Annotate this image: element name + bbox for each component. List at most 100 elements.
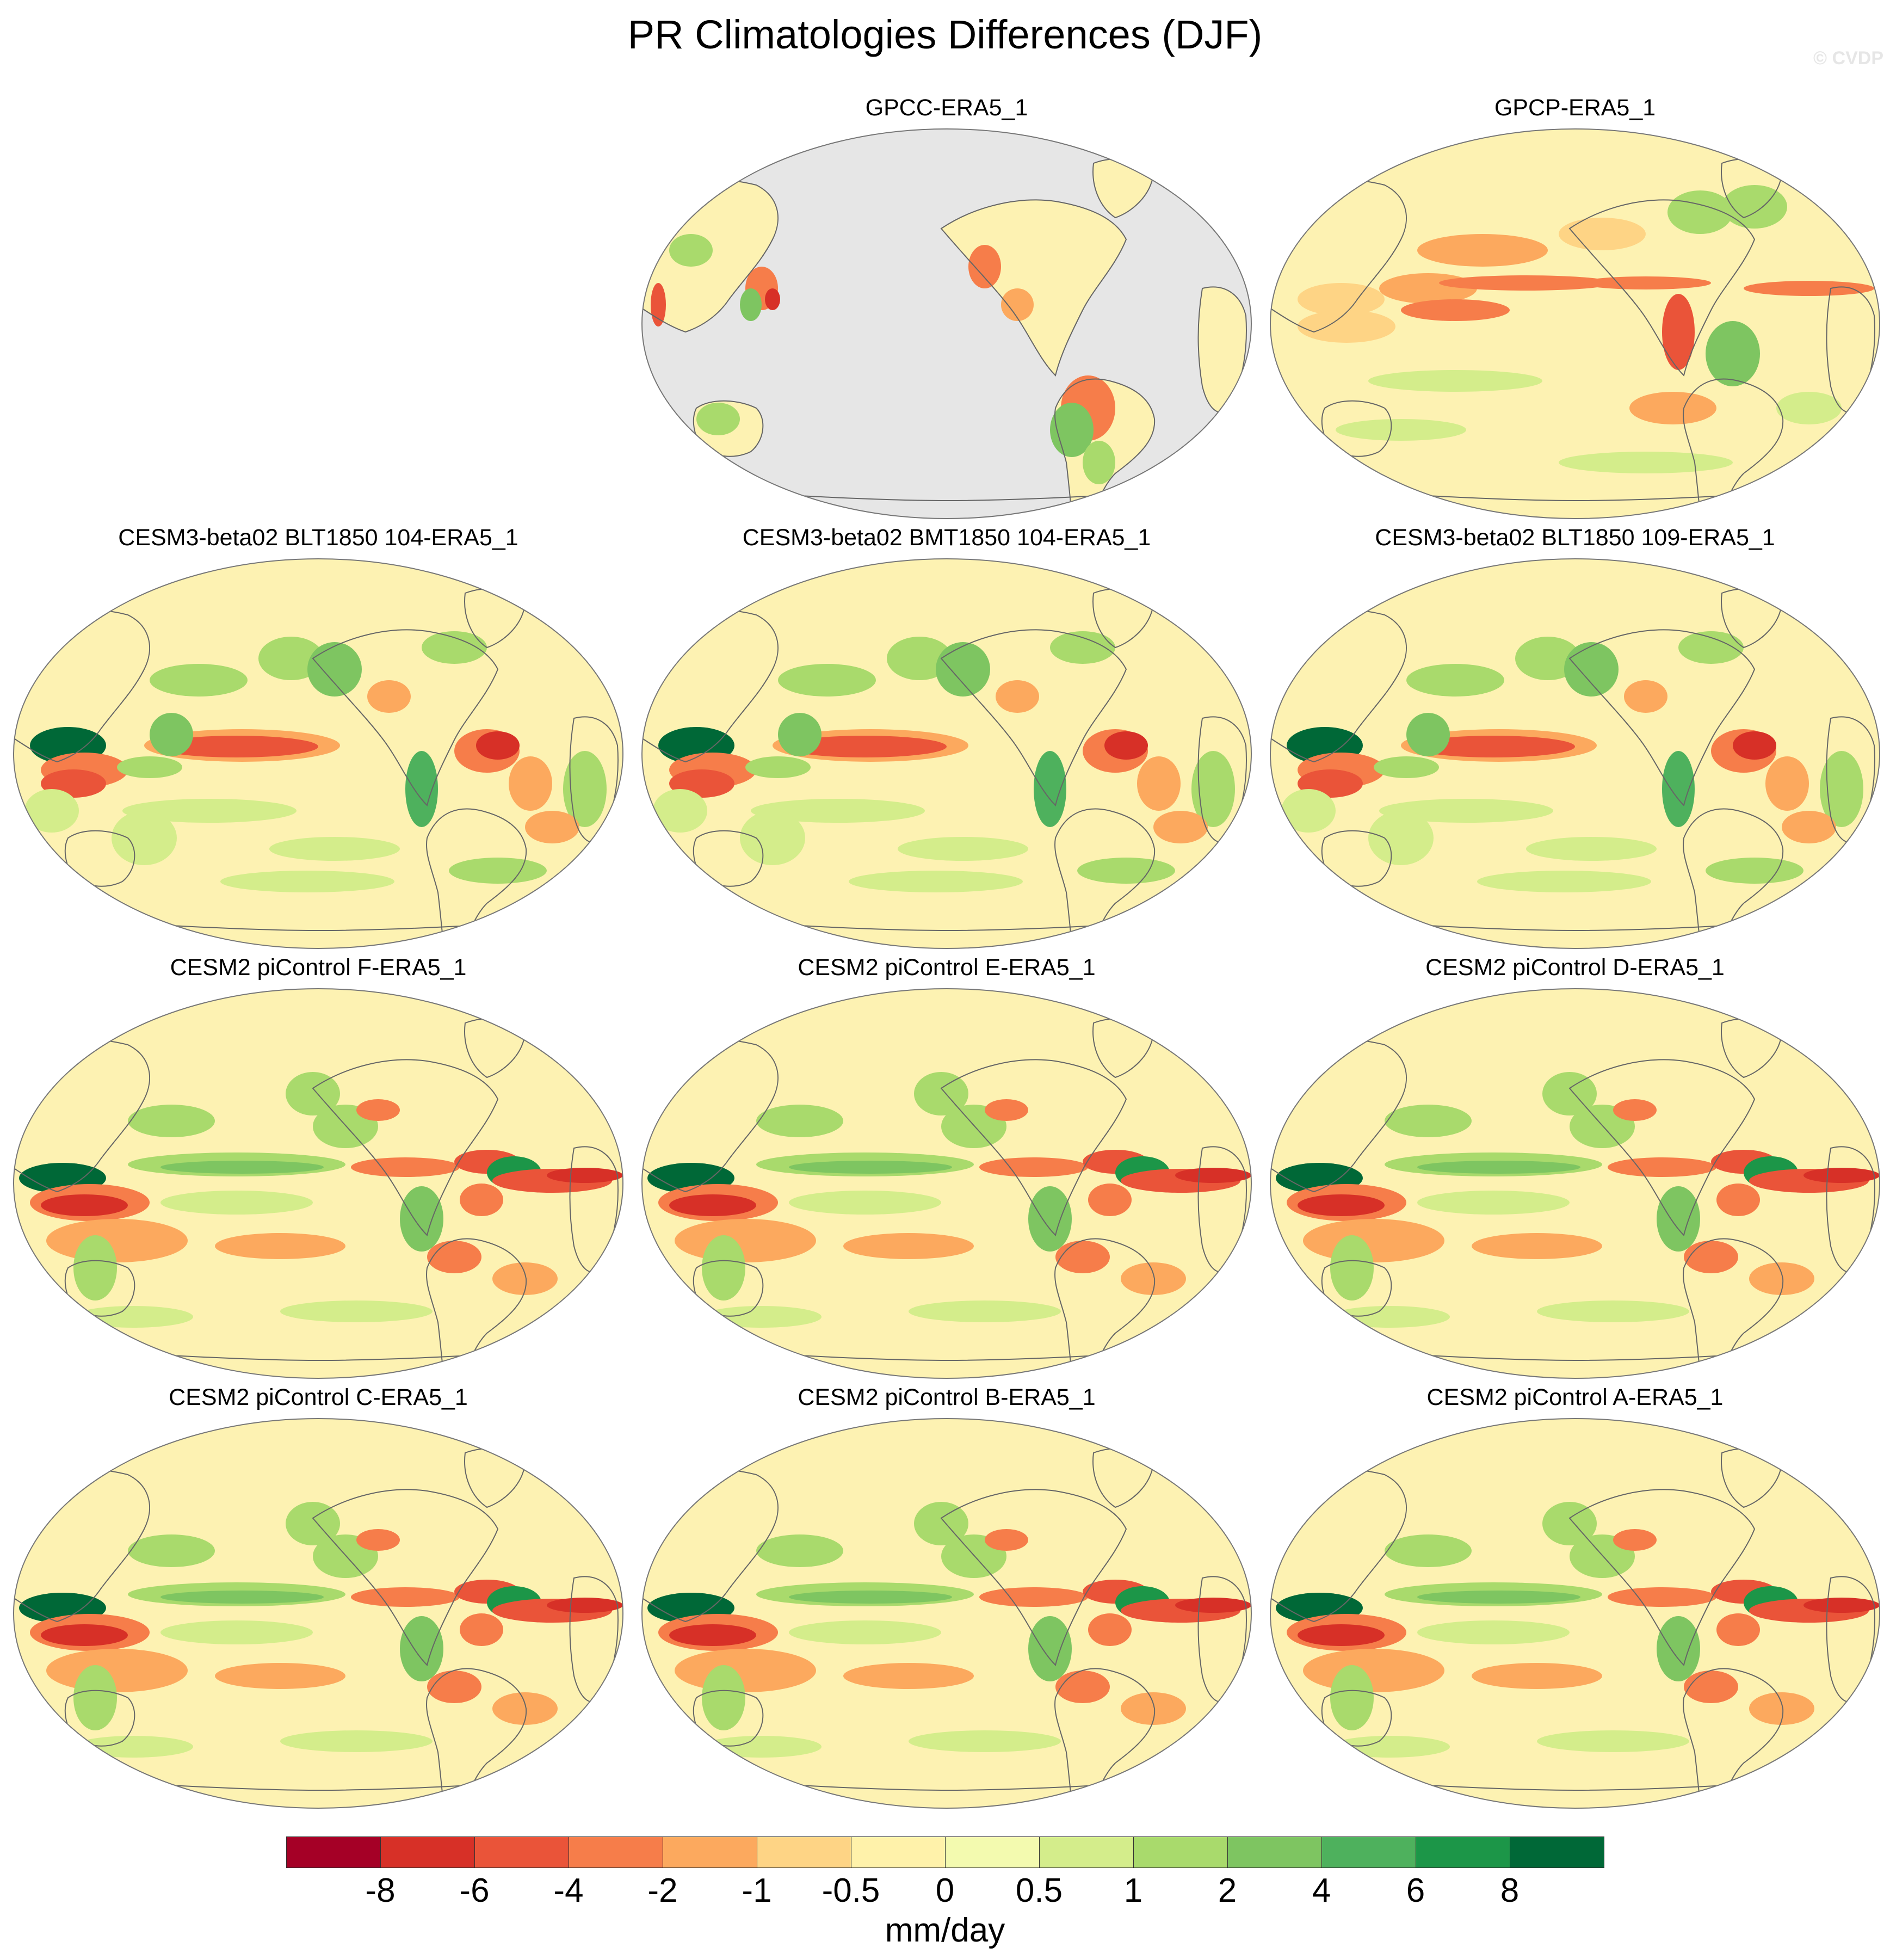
north-america-outline (940, 199, 1127, 377)
map-border (641, 128, 1252, 519)
south-america-outline (1683, 808, 1784, 948)
south-america-outline (1054, 1668, 1156, 1808)
precip-anomaly-blob (1064, 506, 1079, 519)
colorbar-swatch (1510, 1836, 1604, 1868)
precip-anomaly-blob (1303, 1219, 1444, 1262)
panel-title: CESM2 piControl F-ERA5_1 (170, 954, 467, 981)
precip-anomaly-blob (751, 799, 925, 823)
precip-anomaly-blob (1472, 1233, 1602, 1259)
precip-anomaly-blob (1001, 288, 1034, 321)
precip-anomaly-blob (1526, 837, 1657, 861)
colorbar-swatch (1227, 1836, 1322, 1868)
panel-title: CESM3-beta02 BLT1850 109-ERA5_1 (1375, 525, 1775, 551)
precip-anomaly-blob (1657, 1616, 1700, 1681)
precip-anomaly-blob (1580, 276, 1711, 289)
precip-anomaly-blob (492, 1262, 558, 1295)
map-border (641, 1418, 1252, 1809)
precip-anomaly-blob (1722, 185, 1787, 229)
precip-anomaly-blob (128, 1105, 215, 1137)
precip-anomaly-blob (1439, 275, 1613, 291)
precip-anomaly-blob (979, 1157, 1088, 1177)
precip-anomaly-blob (150, 713, 193, 756)
precip-anomaly-blob (547, 1168, 623, 1183)
precip-anomaly-blob (765, 288, 780, 310)
precip-anomaly-blob (476, 731, 520, 760)
map-field (642, 1419, 1251, 1808)
precip-anomaly-blob (789, 1591, 952, 1604)
precip-anomaly-blob (1330, 1736, 1450, 1758)
precip-anomaly-blob (1716, 1613, 1760, 1646)
north-america-outline (940, 1489, 1127, 1666)
colorbar-tick-label: 8 (1500, 1872, 1520, 1909)
precip-anomaly-blob (460, 1184, 503, 1216)
south-america-outline (1683, 378, 1784, 519)
precip-anomaly-blob (160, 1620, 313, 1644)
precip-anomaly-blob (1028, 1186, 1072, 1252)
precip-anomaly-blob (400, 1186, 443, 1252)
map-panel: GPCC-ERA5_1 (637, 93, 1257, 522)
precip-anomaly-blob (1121, 1692, 1186, 1725)
north-america-outline (312, 1489, 499, 1666)
precip-anomaly-blob (1298, 283, 1385, 316)
map-panel: CESM2 piControl F-ERA5_1 (8, 952, 628, 1382)
precip-anomaly-blob (1406, 664, 1504, 697)
robinson-map (1270, 988, 1880, 1379)
precip-anomaly-blob (1330, 1235, 1374, 1300)
precip-anomaly-blob (1657, 1186, 1700, 1252)
colorbar (286, 1836, 1604, 1868)
map-panel: CESM2 piControl B-ERA5_1 (637, 1382, 1257, 1812)
north-america-outline (312, 629, 499, 806)
colorbar-swatch (380, 1836, 475, 1868)
precip-anomaly-blob (1050, 631, 1115, 664)
precip-anomaly-blob (1379, 273, 1477, 304)
precip-anomaly-blob (220, 871, 394, 892)
precip-anomaly-blob (509, 756, 552, 811)
precip-anomaly-blob (1385, 1534, 1472, 1567)
panel-title: GPCC-ERA5_1 (865, 95, 1028, 121)
precip-anomaly-blob (1417, 1191, 1570, 1215)
precip-anomaly-blob (1083, 441, 1115, 484)
robinson-map (13, 558, 623, 949)
precip-anomaly-blob (1412, 736, 1575, 757)
precip-anomaly-blob (1303, 1649, 1444, 1692)
precip-anomaly-blob (1401, 299, 1510, 321)
north-america-outline (940, 1059, 1127, 1236)
south-america-outline (1054, 808, 1156, 948)
precip-anomaly-blob (1088, 1184, 1132, 1216)
precip-anomaly-blob (740, 288, 762, 321)
precip-anomaly-blob (1121, 1262, 1186, 1295)
colorbar-tick-label: 6 (1406, 1872, 1425, 1909)
precip-anomaly-blob (702, 1306, 822, 1328)
precip-anomaly-blob (783, 736, 947, 757)
precip-anomaly-blob (405, 751, 438, 827)
panel-title: CESM2 piControl A-ERA5_1 (1426, 1384, 1724, 1410)
precip-anomaly-blob (756, 1105, 843, 1137)
south-america-outline (1683, 1668, 1784, 1808)
panel-title: CESM2 piControl B-ERA5_1 (798, 1384, 1096, 1410)
precip-anomaly-blob (849, 871, 1023, 892)
precip-anomaly-blob (1613, 1099, 1657, 1121)
precip-anomaly-blob (651, 283, 666, 326)
precip-anomaly-blob (1330, 1306, 1450, 1328)
colorbar-tick-label: 4 (1312, 1872, 1331, 1909)
precip-anomaly-blob (1706, 321, 1760, 386)
robinson-map (1270, 1418, 1880, 1809)
precip-anomaly-blob (41, 1194, 128, 1216)
precip-anomaly-blob (1820, 751, 1863, 827)
precip-anomaly-blob (1776, 392, 1842, 424)
colorbar-swatch (1133, 1836, 1228, 1868)
colorbar-units: mm/day (885, 1912, 1005, 1949)
panel-title: CESM2 piControl C-ERA5_1 (169, 1384, 468, 1410)
precip-anomaly-blob (702, 1736, 822, 1758)
precip-anomaly-blob (843, 1233, 974, 1259)
map-border (1270, 1418, 1880, 1809)
precip-anomaly-blob (675, 1219, 816, 1262)
panel-title: CESM3-beta02 BMT1850 104-ERA5_1 (742, 525, 1151, 551)
precip-anomaly-blob (1281, 789, 1336, 833)
robinson-map (1270, 558, 1880, 949)
precip-anomaly-blob (122, 799, 297, 823)
map-field (1270, 989, 1880, 1378)
south-america-outline (426, 808, 527, 948)
precip-anomaly-blob (1153, 811, 1208, 843)
colorbar-swatch (1416, 1836, 1510, 1868)
